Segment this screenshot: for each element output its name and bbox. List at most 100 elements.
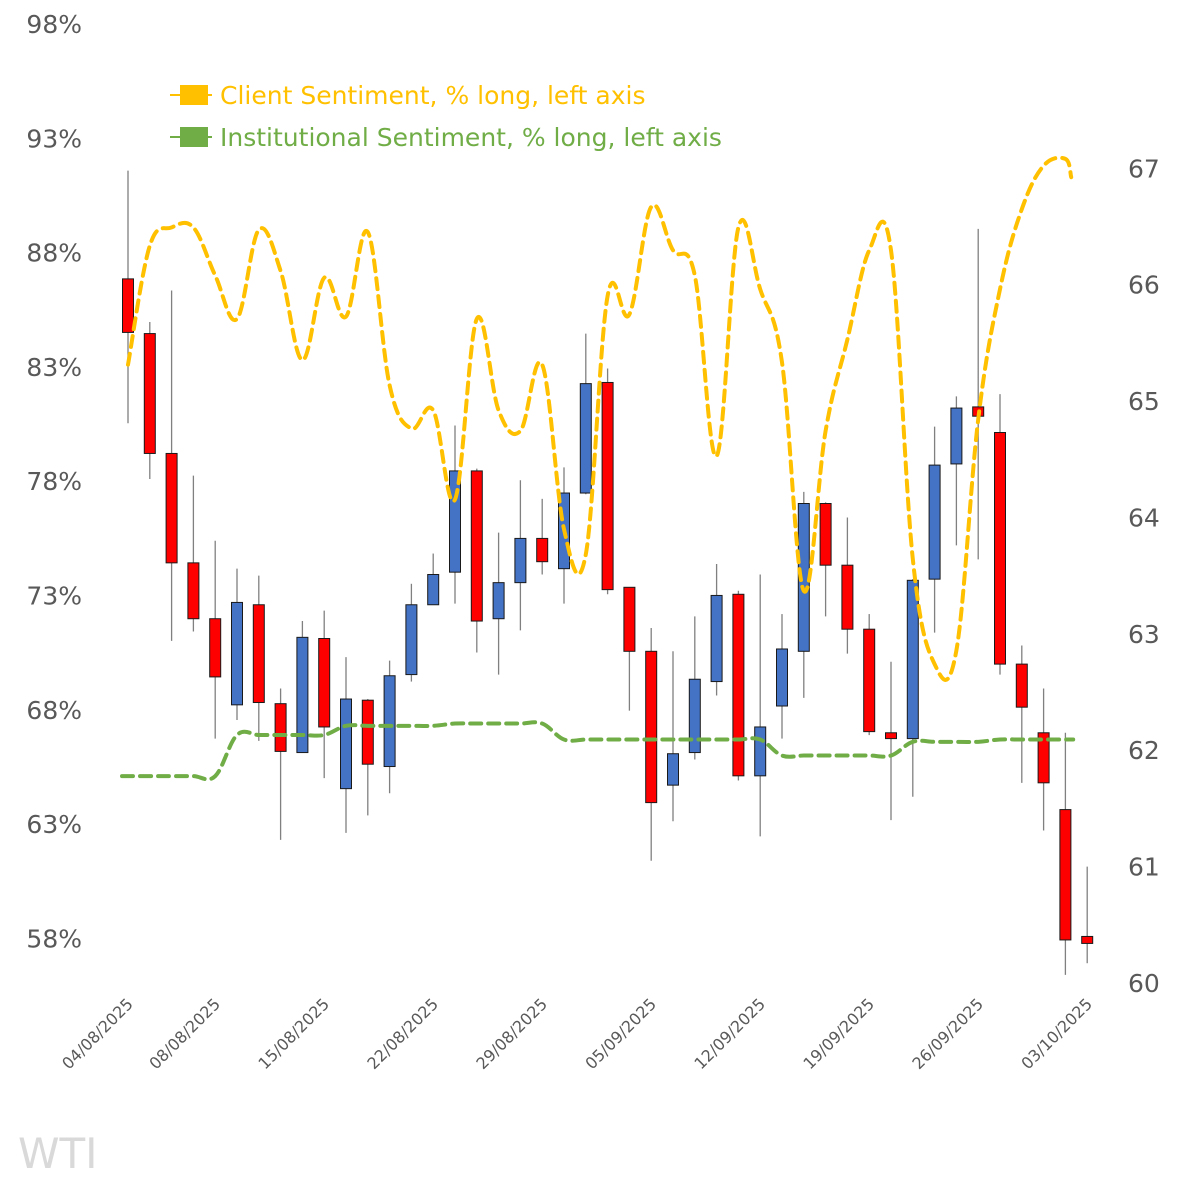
candle-body-down	[885, 732, 897, 740]
candle	[340, 657, 352, 833]
right-tick-label: 60	[1128, 969, 1160, 998]
candle	[732, 590, 745, 781]
legend-client-swatch-icon	[180, 85, 208, 105]
institutional-sentiment-line	[120, 720, 1076, 782]
right-axis: 60 61 62 63 64 65 66 67	[1128, 154, 1160, 998]
candle-body-down	[361, 699, 374, 765]
legend-entry-institutional: Institutional Sentiment, % long, left ax…	[170, 123, 722, 152]
candle	[536, 498, 549, 575]
candle	[361, 699, 374, 816]
candle	[165, 290, 178, 641]
legend-institutional-label: Institutional Sentiment, % long, left ax…	[220, 123, 722, 152]
candle-body-up	[579, 383, 592, 494]
client-sentiment-line	[126, 155, 1074, 682]
left-tick-label: 98%	[26, 10, 82, 39]
candle	[209, 540, 222, 739]
right-tick-label: 61	[1128, 853, 1160, 882]
candle-body-up	[383, 675, 396, 768]
candle-body-up	[688, 678, 701, 754]
legend: Client Sentiment, % long, left axis Inst…	[170, 81, 722, 152]
candle	[601, 368, 614, 595]
candle-body-up	[928, 464, 941, 580]
x-tick-label: 03/10/2025	[1017, 994, 1096, 1073]
x-tick-label: 15/08/2025	[254, 994, 333, 1073]
candle-body-down	[318, 638, 331, 728]
candle	[623, 586, 636, 711]
candle	[1059, 732, 1072, 975]
candle	[1015, 645, 1028, 783]
candle	[1037, 688, 1050, 831]
x-axis: 04/08/2025 08/08/2025 15/08/2025 22/08/2025…	[58, 994, 1096, 1073]
left-tick-label: 93%	[26, 124, 82, 153]
candle	[231, 568, 243, 720]
candle-body-down	[1081, 935, 1094, 944]
candle	[688, 616, 701, 760]
candle	[906, 579, 919, 797]
x-tick-label: 29/08/2025	[472, 994, 551, 1073]
candle	[863, 614, 876, 736]
candle-body-down	[165, 452, 178, 564]
candle-body-up	[776, 648, 788, 707]
candle-body-down	[1037, 732, 1050, 784]
candle-body-down	[209, 618, 222, 678]
right-tick-label: 62	[1128, 736, 1160, 765]
candle-body-up	[710, 594, 723, 683]
candle	[710, 564, 723, 696]
candle	[841, 517, 854, 654]
candle	[405, 583, 418, 682]
x-tick-label: 22/08/2025	[363, 994, 442, 1073]
left-tick-label: 63%	[26, 810, 82, 839]
right-tick-label: 67	[1128, 154, 1160, 183]
candle-body-down	[1015, 663, 1028, 708]
candle-body-down	[536, 537, 549, 563]
candle-body-down	[623, 586, 636, 652]
candle	[754, 574, 767, 837]
candle	[579, 333, 592, 495]
candle	[274, 688, 287, 840]
candle-body-up	[449, 470, 461, 573]
candle	[143, 321, 156, 480]
candle	[950, 396, 963, 546]
legend-client-label: Client Sentiment, % long, left axis	[220, 81, 646, 110]
candle-body-down	[274, 703, 287, 752]
candle	[667, 651, 679, 822]
left-tick-label: 88%	[26, 239, 82, 268]
right-tick-label: 65	[1128, 387, 1160, 416]
candle	[1081, 866, 1094, 964]
candle-body-down	[841, 564, 854, 630]
x-tick-label: 26/09/2025	[908, 994, 987, 1073]
candle-body-down	[732, 593, 745, 777]
candle	[492, 532, 505, 675]
candle-body-down	[645, 650, 658, 804]
candle-body-down	[470, 470, 483, 622]
candle-body-up	[906, 579, 919, 740]
x-tick-label: 12/09/2025	[690, 994, 769, 1073]
candle	[994, 394, 1006, 675]
left-tick-label: 58%	[26, 924, 82, 953]
left-tick-label: 73%	[26, 582, 82, 611]
left-tick-label: 68%	[26, 696, 82, 725]
candle-body-up	[427, 573, 440, 606]
legend-institutional-swatch-icon	[180, 127, 208, 147]
candle-body-down	[143, 333, 156, 454]
candle	[819, 502, 832, 617]
candle-body-up	[296, 636, 309, 754]
candle-body-down	[819, 503, 832, 566]
watermark-wti: WTI	[18, 1129, 98, 1178]
candle	[187, 475, 200, 632]
candle-body-up	[514, 537, 527, 584]
candle-body-up	[667, 753, 679, 786]
right-tick-label: 64	[1128, 503, 1160, 532]
x-tick-label: 04/08/2025	[58, 994, 137, 1073]
candle-body-up	[492, 582, 505, 620]
right-tick-label: 63	[1128, 620, 1160, 649]
right-tick-label: 66	[1128, 271, 1160, 300]
candles-group	[122, 170, 1094, 975]
x-tick-label: 19/09/2025	[799, 994, 878, 1073]
x-tick-label: 08/08/2025	[145, 994, 224, 1073]
x-tick-label: 05/09/2025	[581, 994, 660, 1073]
candle-body-up	[405, 604, 418, 676]
legend-entry-client: Client Sentiment, % long, left axis	[170, 81, 646, 110]
candle-body-down	[863, 628, 876, 733]
candle	[928, 426, 941, 633]
